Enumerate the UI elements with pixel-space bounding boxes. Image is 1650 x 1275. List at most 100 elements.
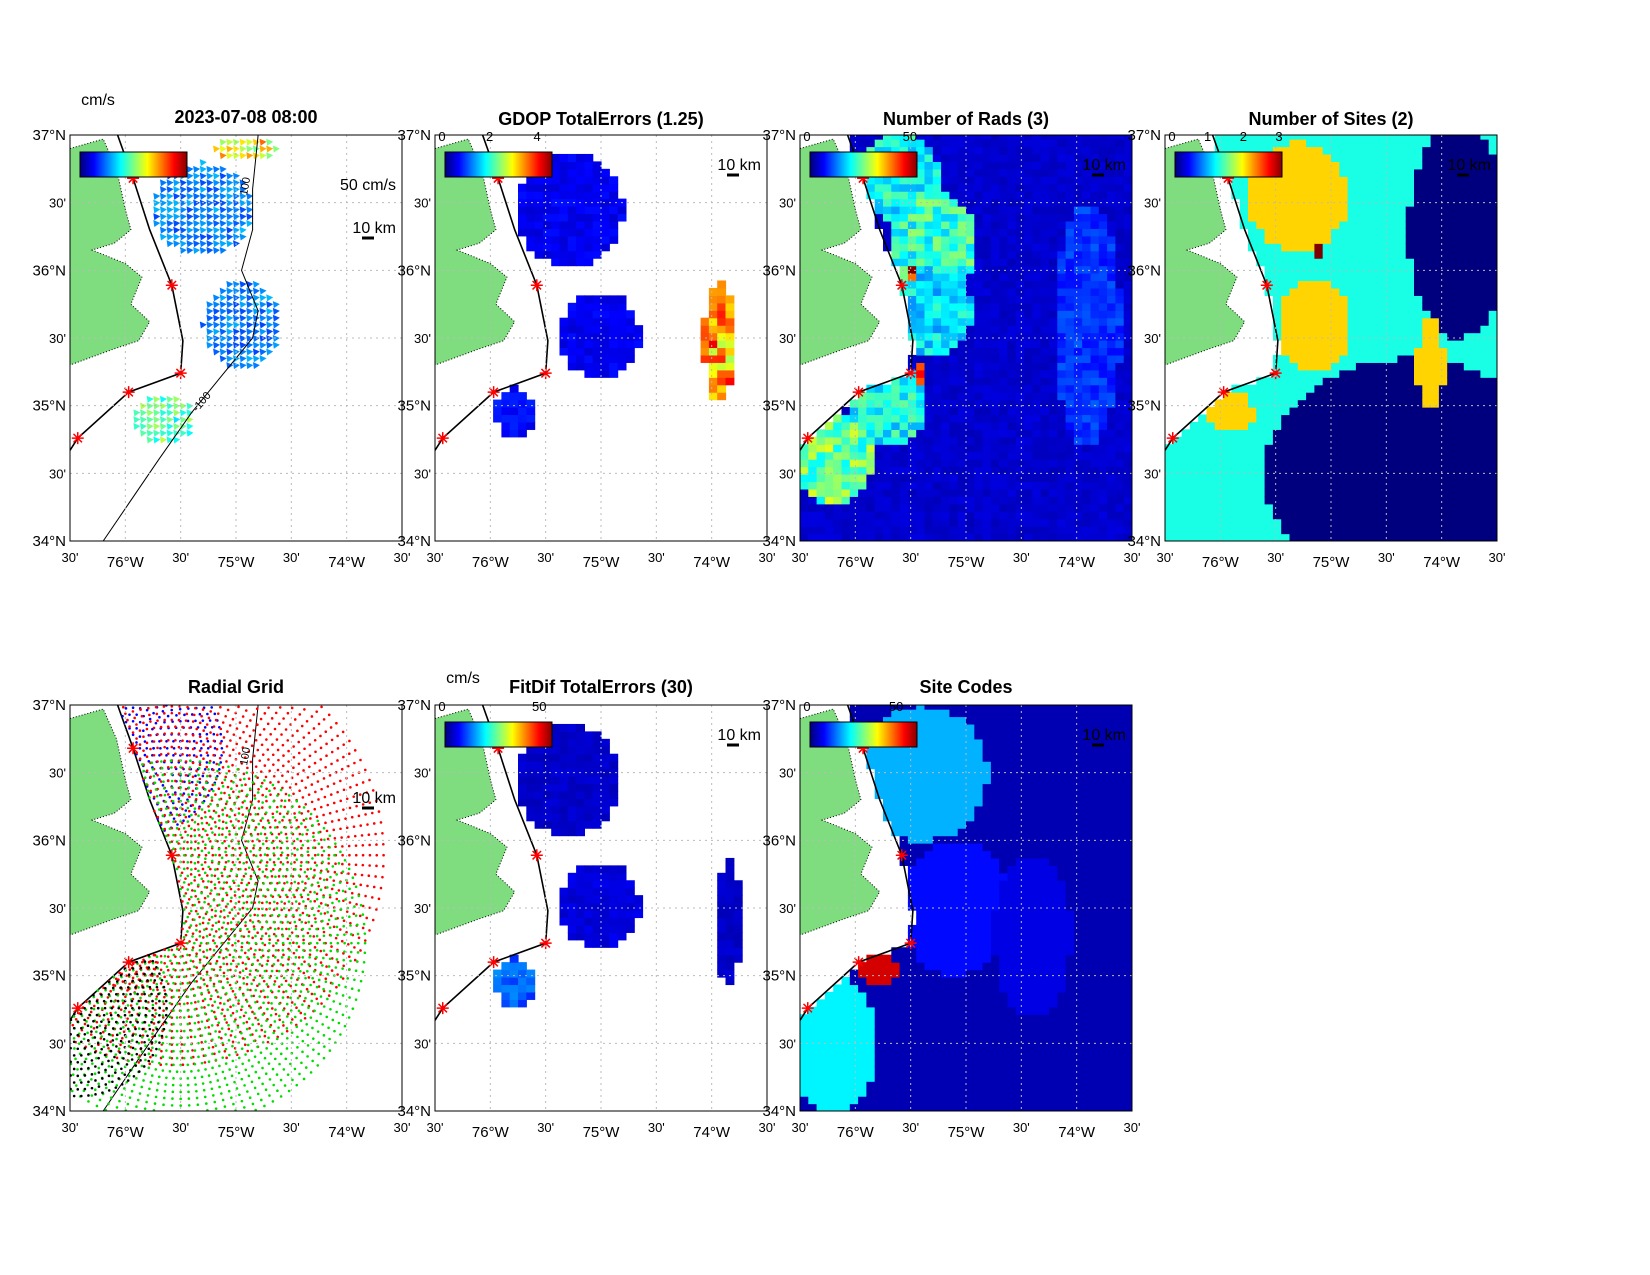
heat-cell — [941, 377, 950, 386]
heat-cell — [1057, 168, 1067, 177]
heat-cell — [1422, 377, 1432, 386]
heat-cell — [609, 228, 619, 237]
radial-grid-point — [131, 706, 135, 710]
heat-cell — [1397, 369, 1407, 378]
current-vector — [206, 179, 214, 187]
colorbar-segment — [1265, 152, 1267, 177]
heat-cell — [883, 392, 892, 401]
heat-cell — [1073, 481, 1083, 490]
heat-cell — [1455, 377, 1465, 386]
heat-cell — [916, 139, 926, 148]
heat-cell — [1364, 459, 1374, 468]
heat-cell — [1480, 429, 1490, 438]
colorbar-segment — [909, 152, 911, 177]
current-vector — [193, 186, 201, 194]
heat-cell — [1422, 161, 1432, 170]
heat-cell — [1032, 273, 1042, 282]
heat-cell — [1123, 153, 1132, 162]
heat-cell — [841, 518, 851, 527]
radial-grid-point — [138, 735, 142, 738]
heat-cell — [1414, 384, 1423, 393]
heat-cell — [1082, 407, 1092, 416]
heat-cell — [1463, 533, 1473, 541]
heat-cell — [1090, 488, 1100, 497]
heat-cell — [866, 407, 876, 416]
heat-cell — [1272, 459, 1282, 468]
current-vector — [166, 429, 174, 437]
heat-cell — [1123, 220, 1132, 229]
heat-cell — [957, 481, 967, 490]
heat-cell — [1438, 362, 1448, 371]
heat-cell — [1405, 302, 1415, 311]
heat-cell — [916, 518, 926, 527]
heat-cell — [1123, 228, 1132, 237]
heat-cell — [601, 302, 610, 311]
heat-cell — [1297, 168, 1307, 177]
heat-cell — [1339, 377, 1349, 386]
heat-cell — [1389, 362, 1398, 371]
heat-cell — [1032, 168, 1042, 177]
heat-cell — [849, 399, 859, 408]
colorbar-segment — [1220, 152, 1222, 177]
heat-cell — [1049, 243, 1058, 252]
heat-cell — [899, 436, 909, 445]
heat-cell — [1488, 436, 1497, 445]
heat-cell — [1015, 414, 1025, 423]
heat-cell — [1082, 362, 1092, 371]
heat-cell — [609, 317, 619, 326]
heat-cell — [874, 213, 884, 222]
heat-cell — [1272, 399, 1282, 408]
heat-cell — [941, 518, 950, 527]
heat-cell — [1463, 340, 1473, 349]
current-vector — [206, 219, 214, 227]
heat-cell — [1115, 243, 1125, 252]
heat-cell — [1339, 273, 1349, 282]
heat-cell — [1123, 414, 1132, 423]
heat-cell — [1057, 340, 1067, 349]
heat-cell — [1256, 459, 1266, 468]
heat-cell — [1189, 451, 1199, 460]
heat-cell — [932, 459, 942, 468]
heat-cell — [592, 354, 602, 363]
heat-cell — [1040, 265, 1050, 274]
heat-cell — [1422, 340, 1432, 349]
colorbar-segment — [495, 152, 497, 177]
heat-cell — [1322, 496, 1332, 505]
heat-cell — [1073, 340, 1083, 349]
heat-cell — [941, 526, 950, 535]
heat-cell — [1065, 235, 1075, 244]
heat-cell — [1297, 243, 1307, 252]
heat-cell — [982, 243, 992, 252]
heat-cell — [1289, 258, 1299, 267]
heat-cell — [949, 325, 959, 334]
heat-cell — [1098, 444, 1108, 453]
lon-tick-label: 76°W — [1202, 554, 1240, 571]
colorbar-segment — [1218, 152, 1220, 177]
heat-cell — [1007, 377, 1017, 386]
heat-cell — [1322, 228, 1332, 237]
heat-cell — [1049, 384, 1058, 393]
heat-cell — [1049, 280, 1058, 289]
heat-cell — [1447, 436, 1457, 445]
colorbar-segment — [1247, 152, 1249, 177]
heat-cell — [1430, 302, 1440, 311]
colorbar-segment — [126, 152, 128, 177]
heat-cell — [1389, 213, 1398, 222]
colorbar-segment — [100, 152, 102, 177]
heat-cell — [1264, 206, 1274, 215]
heat-cell — [1214, 526, 1224, 535]
heat-cell — [1272, 444, 1282, 453]
heat-cell — [1231, 511, 1241, 520]
heat-cell — [1123, 354, 1132, 363]
heat-cell — [1331, 369, 1340, 378]
heat-cell — [1438, 146, 1448, 155]
heat-cell — [717, 295, 727, 304]
panel-title: GDOP TotalErrors (1.25) — [498, 109, 703, 129]
heat-cell — [1115, 273, 1125, 282]
heat-cell — [932, 135, 942, 140]
heat-cell — [974, 161, 984, 170]
heat-cell — [916, 526, 926, 535]
current-vector — [213, 145, 221, 153]
heat-cell — [941, 280, 950, 289]
heat-cell — [941, 407, 950, 416]
